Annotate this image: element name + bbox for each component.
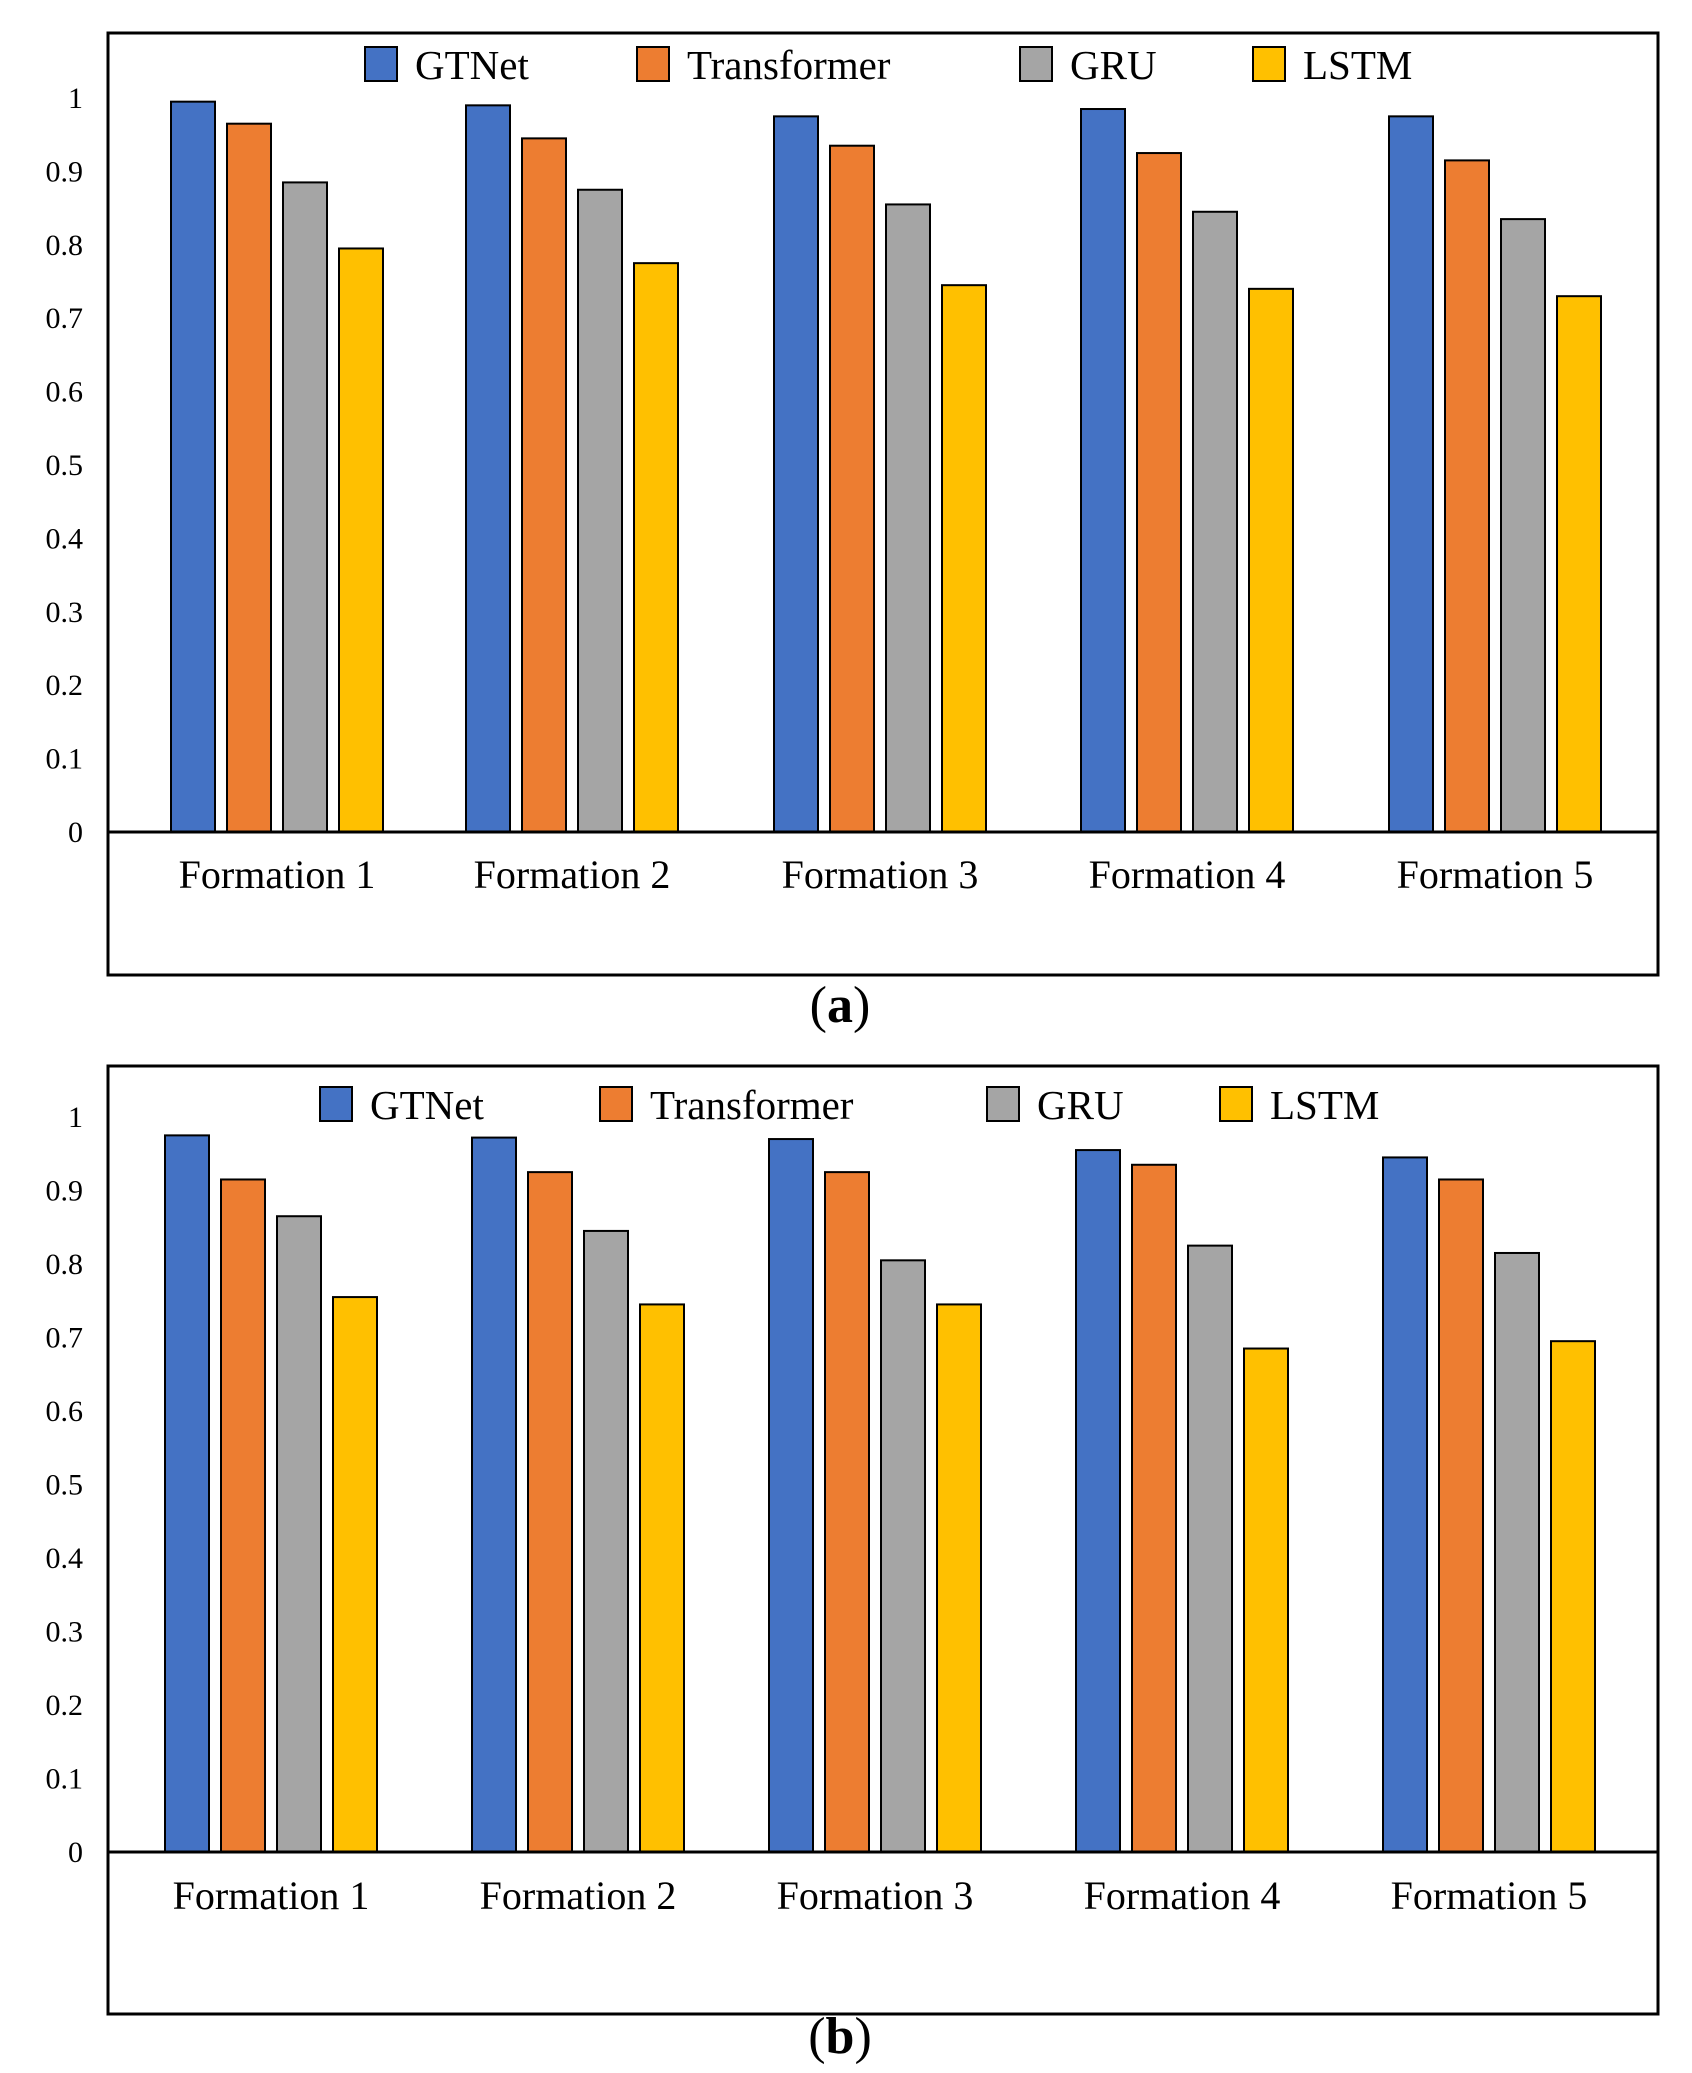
bar-transformer-4 bbox=[1136, 152, 1182, 834]
chart-panel-a: 0 0.1 0.2 0.3 0.4 0.5 0.6 0.7 0.8 0.9 1 Formation 1… bbox=[46, 31, 1660, 977]
bar-gru-5 bbox=[1500, 218, 1546, 834]
panel-label: (a) bbox=[810, 977, 871, 1034]
y-tick-label: 0.2 bbox=[46, 1689, 84, 1722]
bar-lstm-3 bbox=[941, 284, 987, 834]
legend-swatch-lstm bbox=[1219, 1086, 1253, 1122]
bar-lstm-4 bbox=[1243, 1347, 1289, 1854]
bar-gru-1 bbox=[282, 181, 328, 834]
x-category-label: Formation 2 bbox=[480, 1873, 677, 1918]
chart-frame bbox=[106, 1064, 1660, 2016]
y-tick-label: 0.2 bbox=[46, 669, 84, 702]
x-category-label: Formation 1 bbox=[173, 1873, 370, 1918]
y-tick-label: 0 bbox=[68, 816, 83, 849]
y-tick-label: 0.3 bbox=[46, 1616, 84, 1649]
legend-swatch-gru bbox=[1019, 46, 1053, 82]
legend-swatch-gtnet bbox=[319, 1086, 353, 1122]
x-category-label: Formation 4 bbox=[1084, 1873, 1281, 1918]
legend: GTNet Transformer GRU LSTM bbox=[319, 1082, 1379, 1128]
bar-gru-5 bbox=[1494, 1251, 1540, 1853]
chart-frame bbox=[106, 31, 1660, 977]
y-tick-label: 0.7 bbox=[46, 1322, 84, 1355]
bar-lstm-5 bbox=[1556, 295, 1602, 833]
legend-swatch-transformer bbox=[636, 46, 670, 82]
bar-gtnet-5 bbox=[1388, 115, 1434, 834]
y-tick-label: 0.9 bbox=[46, 155, 84, 188]
y-tick-label: 0.6 bbox=[46, 1395, 84, 1428]
bar-gru-4 bbox=[1187, 1244, 1233, 1853]
bar-transformer-3 bbox=[824, 1171, 870, 1853]
legend-swatch-transformer bbox=[599, 1086, 633, 1122]
y-tick-label: 1 bbox=[68, 82, 83, 115]
y-tick-label: 0 bbox=[68, 1836, 83, 1869]
bar-gru-4 bbox=[1192, 210, 1238, 833]
legend-label-lstm: LSTM bbox=[1303, 42, 1412, 88]
legend: GTNet Transformer GRU LSTM bbox=[364, 42, 1412, 88]
y-tick-label: 0.5 bbox=[46, 449, 84, 482]
bar-lstm-2 bbox=[633, 262, 679, 833]
bar-lstm-4 bbox=[1248, 287, 1294, 833]
bar-transformer-5 bbox=[1444, 159, 1490, 833]
y-tick-label: 0.4 bbox=[46, 1542, 84, 1575]
x-category-label: Formation 4 bbox=[1089, 852, 1286, 897]
legend-swatch-lstm bbox=[1252, 46, 1286, 82]
legend-label-transformer: Transformer bbox=[650, 1082, 854, 1128]
bar-gru-3 bbox=[880, 1259, 926, 1853]
x-category-label: Formation 1 bbox=[179, 852, 376, 897]
legend-label-gru: GRU bbox=[1070, 42, 1157, 88]
bar-gtnet-2 bbox=[471, 1136, 517, 1853]
bar-gtnet-4 bbox=[1080, 108, 1126, 833]
bar-lstm-1 bbox=[338, 247, 384, 834]
bar-lstm-5 bbox=[1550, 1340, 1596, 1854]
y-tick-label: 0.7 bbox=[46, 302, 84, 335]
legend-label-transformer: Transformer bbox=[687, 42, 891, 88]
bar-gru-3 bbox=[885, 203, 931, 833]
bar-gru-2 bbox=[583, 1229, 629, 1854]
legend-label-gtnet: GTNet bbox=[415, 42, 529, 88]
bar-lstm-1 bbox=[332, 1296, 378, 1853]
x-category-label: Formation 5 bbox=[1397, 852, 1594, 897]
panel-label: (b) bbox=[808, 2008, 872, 2065]
y-tick-label: 0.5 bbox=[46, 1469, 84, 1502]
x-category-label: Formation 2 bbox=[474, 852, 671, 897]
bar-gtnet-4 bbox=[1075, 1149, 1121, 1853]
bar-lstm-2 bbox=[639, 1303, 685, 1854]
y-tick-label: 0.3 bbox=[46, 596, 84, 629]
bar-transformer-1 bbox=[220, 1178, 266, 1853]
bar-transformer-1 bbox=[226, 122, 272, 833]
y-tick-label: 0.9 bbox=[46, 1175, 84, 1208]
legend-label-gru: GRU bbox=[1037, 1082, 1124, 1128]
bar-transformer-4 bbox=[1131, 1163, 1177, 1853]
x-category-label: Formation 3 bbox=[782, 852, 979, 897]
chart-panel-b: 0 0.1 0.2 0.3 0.4 0.5 0.6 0.7 0.8 0.9 1 Formation 1… bbox=[46, 1064, 1660, 2016]
x-category-label: Formation 3 bbox=[777, 1873, 974, 1918]
bar-transformer-2 bbox=[527, 1171, 573, 1853]
bar-gru-1 bbox=[276, 1215, 322, 1853]
bar-gtnet-3 bbox=[768, 1138, 814, 1854]
bar-lstm-3 bbox=[936, 1303, 982, 1854]
x-category-label: Formation 5 bbox=[1391, 1873, 1588, 1918]
y-tick-label: 0.4 bbox=[46, 522, 84, 555]
bar-gru-2 bbox=[577, 188, 623, 833]
bar-transformer-3 bbox=[829, 144, 875, 833]
y-tick-label: 0.8 bbox=[46, 1248, 84, 1281]
y-tick-label: 0.1 bbox=[46, 743, 84, 776]
legend-swatch-gtnet bbox=[364, 46, 398, 82]
bar-transformer-5 bbox=[1438, 1178, 1484, 1853]
y-tick-label: 0.1 bbox=[46, 1763, 84, 1796]
bar-gtnet-1 bbox=[164, 1134, 210, 1853]
bar-transformer-2 bbox=[521, 137, 567, 833]
y-tick-label: 0.8 bbox=[46, 229, 84, 262]
bar-gtnet-5 bbox=[1382, 1156, 1428, 1854]
y-tick-label: 0.6 bbox=[46, 376, 84, 409]
legend-label-lstm: LSTM bbox=[1270, 1082, 1379, 1128]
y-tick-label: 1 bbox=[68, 1101, 83, 1134]
bar-gtnet-1 bbox=[170, 100, 216, 834]
legend-swatch-gru bbox=[986, 1086, 1020, 1122]
bar-gtnet-2 bbox=[465, 104, 511, 833]
bar-gtnet-3 bbox=[773, 115, 819, 834]
legend-label-gtnet: GTNet bbox=[370, 1082, 484, 1128]
